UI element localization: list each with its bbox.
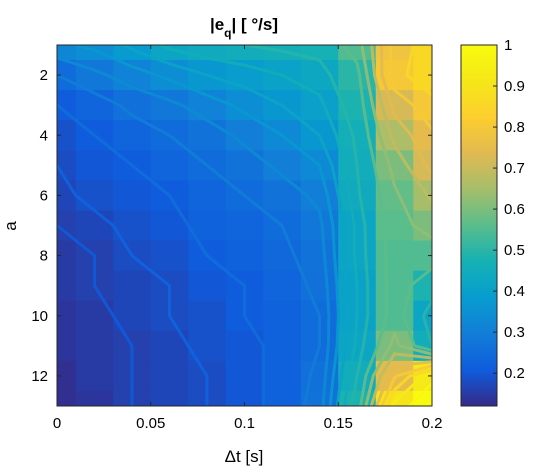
colorbar-tick-label: 0.9 xyxy=(504,78,525,95)
heatmap-cell xyxy=(113,270,152,302)
heatmap-cell xyxy=(75,360,114,392)
heatmap-cell xyxy=(57,240,77,272)
x-axis-label: Δt [s] xyxy=(225,447,264,466)
contour-line xyxy=(385,45,432,406)
heatmap-cell xyxy=(113,45,152,61)
heatmap-cell xyxy=(75,90,114,121)
heatmap-cell xyxy=(150,240,189,272)
contour-line xyxy=(369,45,432,406)
heatmap-cell xyxy=(75,390,114,406)
heatmap-cell xyxy=(57,330,77,362)
heatmap-cell xyxy=(225,360,264,392)
heatmap-cell xyxy=(188,270,227,302)
colorbar-tick-label: 0.7 xyxy=(504,160,525,177)
heatmap-cell xyxy=(113,120,152,151)
heatmap-cell xyxy=(75,330,114,362)
heatmap-cell xyxy=(57,150,77,181)
heatmap-cell xyxy=(263,390,302,406)
contour-line xyxy=(158,45,359,406)
heatmap-cell xyxy=(57,120,77,151)
x-axis-ticks: 0 0.05 0.1 0.15 0.2 xyxy=(53,45,443,432)
heatmap-cell xyxy=(263,360,302,392)
colorbar-tick-label: 1 xyxy=(504,37,512,54)
heatmap-cell xyxy=(375,45,414,61)
contour-line xyxy=(57,73,321,406)
y-tick-label: 4 xyxy=(40,127,48,144)
heatmap-cell xyxy=(57,270,77,302)
heatmap-cell xyxy=(150,390,189,406)
heatmap-cell xyxy=(225,45,264,61)
contour-lines xyxy=(57,45,432,406)
x-tick-label: 0.1 xyxy=(234,415,255,432)
heatmap-cell xyxy=(57,390,77,406)
heatmap-cell xyxy=(413,45,432,61)
contour-line xyxy=(391,371,432,406)
contour-line xyxy=(57,163,209,406)
chart-title: |eq| [ °/s] xyxy=(210,15,278,40)
contour-line xyxy=(57,224,134,406)
x-tick-label: 0.05 xyxy=(136,415,165,432)
y-axis-label: a xyxy=(1,221,20,231)
heatmap-cell xyxy=(413,150,432,181)
contour-line xyxy=(380,45,432,406)
contour-line xyxy=(74,45,340,406)
heatmap-cell xyxy=(57,300,77,332)
x-tick-label: 0.2 xyxy=(422,415,443,432)
heatmap-cell xyxy=(113,180,152,212)
heatmap-cell xyxy=(375,240,414,272)
contour-line xyxy=(57,56,331,406)
heatmap-cell xyxy=(75,150,114,181)
heatmap-cell xyxy=(300,60,339,91)
heatmap-cell xyxy=(188,300,227,332)
y-tick-label: 12 xyxy=(31,368,48,385)
heatmap-cell xyxy=(413,180,432,212)
colorbar-tick-label: 0.3 xyxy=(504,324,525,341)
heatmap-cell xyxy=(263,330,302,362)
heatmap-cell xyxy=(75,210,114,242)
heatmap-cell xyxy=(225,210,264,242)
heatmap-cell xyxy=(57,90,77,121)
y-tick-label: 10 xyxy=(31,308,48,325)
contour-line xyxy=(375,45,432,406)
contour-line xyxy=(57,103,265,406)
heatmap-cell xyxy=(188,120,227,151)
x-tick-label: 0 xyxy=(53,415,61,432)
heatmap-cell xyxy=(263,300,302,332)
y-tick-label: 6 xyxy=(40,187,48,204)
contour-line xyxy=(243,45,432,406)
y-tick-label: 2 xyxy=(40,67,48,84)
colorbar-tick-label: 0.2 xyxy=(504,365,525,382)
heatmap-cell xyxy=(338,180,377,212)
contour-line xyxy=(408,381,432,406)
heatmap-cell xyxy=(57,360,77,392)
y-axis-ticks: 2 4 6 8 10 12 xyxy=(31,67,432,385)
heatmap-cell xyxy=(57,210,77,242)
heatmap-cell xyxy=(57,45,77,61)
y-tick-label: 8 xyxy=(40,248,48,265)
contour-line xyxy=(341,45,432,406)
heatmap-cell xyxy=(225,390,264,406)
heatmap-cells xyxy=(57,45,432,406)
colorbar-tick-label: 0.6 xyxy=(504,201,525,218)
heatmap-cell xyxy=(413,120,432,151)
colorbar-ticks: 0.2 0.3 0.4 0.5 0.6 0.7 0.8 0.9 1 xyxy=(493,37,525,382)
heatmap-cell xyxy=(413,390,432,406)
heatmap-cell xyxy=(225,240,264,272)
colorbar-tick-label: 0.8 xyxy=(504,119,525,136)
heatmap-cell xyxy=(150,360,189,392)
heatmap-cell xyxy=(150,45,189,61)
contour-line xyxy=(121,45,350,406)
heatmap-cell xyxy=(150,150,189,181)
heatmap-cell xyxy=(413,240,432,272)
x-tick-label: 0.15 xyxy=(324,415,353,432)
heatmap-cell xyxy=(75,180,114,212)
colorbar-tick-label: 0.5 xyxy=(504,242,525,259)
colorbar-tick-label: 0.4 xyxy=(504,283,525,300)
colorbar xyxy=(460,44,498,407)
heatmap-cell xyxy=(263,270,302,302)
contour-line xyxy=(360,45,432,406)
heatmap-cell xyxy=(188,180,227,212)
